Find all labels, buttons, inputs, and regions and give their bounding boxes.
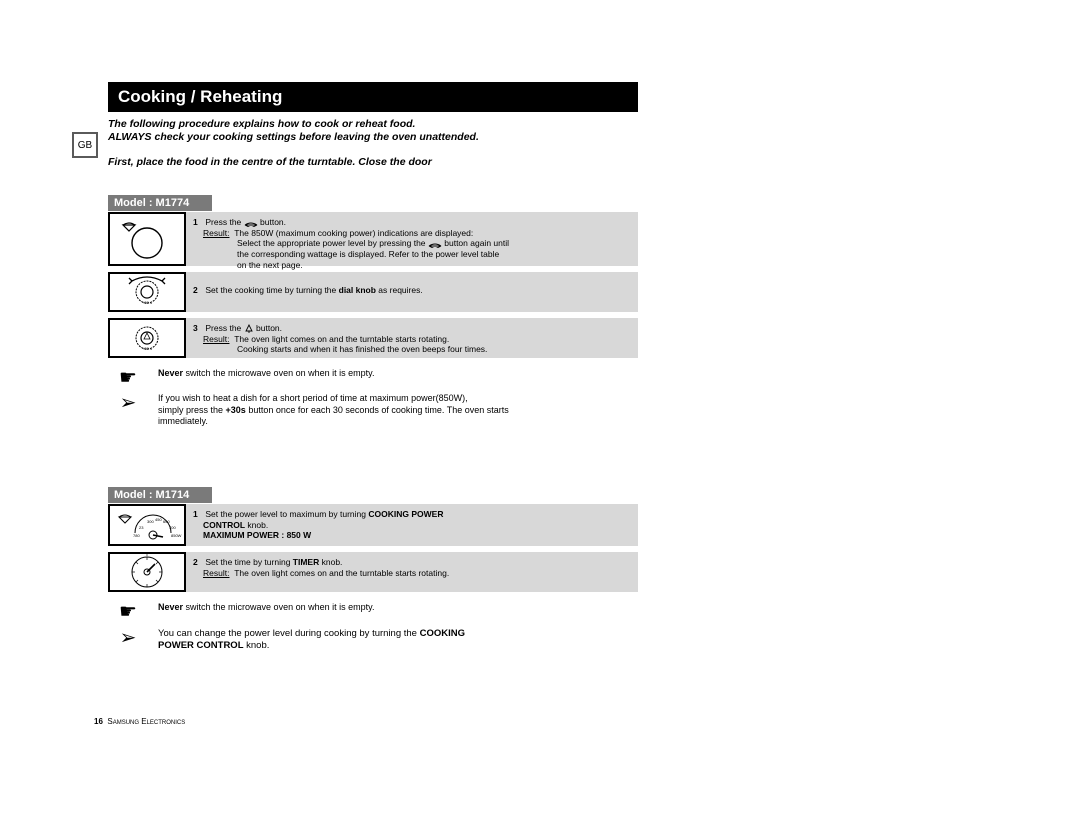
text: Select the appropriate power level by pr… xyxy=(237,238,509,248)
result-label: Result: xyxy=(203,228,229,238)
svg-text:600: 600 xyxy=(163,519,170,524)
step-b1-text: 1 Set the power level to maximum by turn… xyxy=(186,504,638,546)
model-label-a: Model : M1774 xyxy=(108,195,212,211)
note-text: You can change the power level during co… xyxy=(158,628,638,653)
wave-button-icon xyxy=(428,240,442,248)
text-bold: COOKING POWER xyxy=(368,509,443,519)
intro-paragraph: The following procedure explains how to … xyxy=(108,118,638,144)
svg-text:780: 780 xyxy=(133,533,140,538)
text: The oven light comes on and the turntabl… xyxy=(234,334,449,344)
svg-text:450: 450 xyxy=(155,517,162,522)
text: Press the xyxy=(205,217,243,227)
intro-second: First, place the food in the centre of t… xyxy=(108,156,638,168)
step-b2-diagram: 0 xyxy=(108,552,186,592)
step-b1-diagram: 780 23 300450 600700 850W xyxy=(108,504,186,546)
text: Set the time by turning xyxy=(205,557,292,567)
step-b1: 780 23 300450 600700 850W 1 Set the power… xyxy=(108,504,638,546)
company-name: Samsung Electronics xyxy=(107,717,185,726)
note-b1: ☛ Never switch the microwave oven on whe… xyxy=(108,602,638,622)
text-bold: TIMER xyxy=(293,557,319,567)
text: on the next page. xyxy=(237,260,303,270)
step-number: 1 xyxy=(193,509,203,520)
intro-line: ALWAYS check your cooking settings befor… xyxy=(108,131,479,143)
text: as requires. xyxy=(376,285,423,295)
arrow-icon: ➢ xyxy=(108,393,148,413)
text-bold: dial knob xyxy=(339,285,376,295)
step-a2-diagram: +30 s xyxy=(108,272,186,312)
step-number: 2 xyxy=(193,557,203,568)
svg-text:23: 23 xyxy=(139,525,144,530)
svg-text:300: 300 xyxy=(147,519,154,524)
step-a2-text: 2 Set the cooking time by turning the di… xyxy=(186,272,638,312)
note-text: If you wish to heat a dish for a short p… xyxy=(158,393,638,428)
step-a3-text: 3 Press the button. Result: The oven lig… xyxy=(186,318,638,358)
manual-page: Cooking / Reheating GB The following pro… xyxy=(0,0,1080,813)
section-title: Cooking / Reheating xyxy=(118,87,282,106)
text-bold: MAXIMUM POWER : 850 W xyxy=(203,530,311,540)
text: Set the power level to maximum by turnin… xyxy=(205,509,368,519)
arrow-icon: ➢ xyxy=(108,628,148,648)
text: button. xyxy=(256,323,282,333)
result-label: Result: xyxy=(203,334,229,344)
text: The oven light comes on and the turntabl… xyxy=(234,568,449,578)
note-a1: ☛ Never switch the microwave oven on whe… xyxy=(108,368,638,388)
step-b2: 0 2 Set the time by turning TIMER knob. … xyxy=(108,552,638,592)
text: knob. xyxy=(319,557,342,567)
page-footer: 16 Samsung Electronics xyxy=(94,717,185,726)
step-number: 1 xyxy=(193,217,203,228)
intro-line: The following procedure explains how to … xyxy=(108,118,415,130)
language-badge: GB xyxy=(72,132,98,158)
text: Cooking starts and when it has finished … xyxy=(237,344,487,354)
note-b2: ➢ You can change the power level during … xyxy=(108,628,638,653)
hand-icon: ☛ xyxy=(108,602,148,622)
step-number: 2 xyxy=(193,285,203,296)
wave-button-icon xyxy=(244,219,258,227)
text: the corresponding wattage is displayed. … xyxy=(237,249,499,259)
step-a2: +30 s 2 Set the cooking time by turning … xyxy=(108,272,638,312)
svg-text:850W: 850W xyxy=(171,533,182,538)
hand-icon: ☛ xyxy=(108,368,148,388)
model-label-b: Model : M1714 xyxy=(108,487,212,503)
start-button-icon xyxy=(244,324,254,334)
svg-text:700: 700 xyxy=(169,525,176,530)
text: knob. xyxy=(245,520,268,530)
result-label: Result: xyxy=(203,568,229,578)
text: Set the cooking time by turning the xyxy=(205,285,338,295)
step-a3: +30 s 3 Press the button. Result: The ov… xyxy=(108,318,638,358)
step-a3-diagram: +30 s xyxy=(108,318,186,358)
note-a2: ➢ If you wish to heat a dish for a short… xyxy=(108,393,638,428)
step-number: 3 xyxy=(193,323,203,334)
section-title-bar: Cooking / Reheating xyxy=(108,82,638,112)
step-a1-diagram xyxy=(108,212,186,266)
svg-text:+30 s: +30 s xyxy=(142,300,152,305)
text: Press the xyxy=(205,323,243,333)
note-text: Never switch the microwave oven on when … xyxy=(158,602,638,614)
step-b2-text: 2 Set the time by turning TIMER knob. Re… xyxy=(186,552,638,592)
text-bold: CONTROL xyxy=(203,520,245,530)
step-a1: 1 Press the button. Result: The 850W (ma… xyxy=(108,212,638,266)
text: button. xyxy=(260,217,286,227)
page-number: 16 xyxy=(94,717,103,726)
svg-text:+30 s: +30 s xyxy=(142,346,152,351)
text: The 850W (maximum cooking power) indicat… xyxy=(234,228,473,238)
note-text: Never switch the microwave oven on when … xyxy=(158,368,638,380)
step-a1-text: 1 Press the button. Result: The 850W (ma… xyxy=(186,212,638,266)
